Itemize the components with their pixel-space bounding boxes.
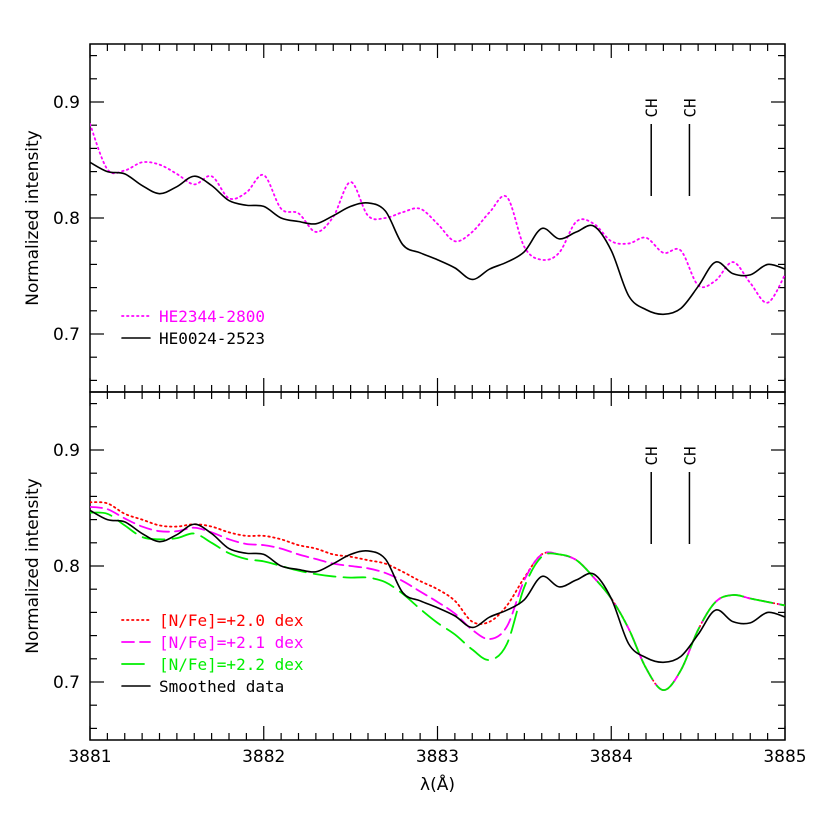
legend-label: [N/Fe]=+2.2 dex xyxy=(159,655,304,674)
x-tick-label: 3885 xyxy=(763,747,806,767)
series-line-he2344-2800 xyxy=(90,123,785,304)
legend-label: HE0024-2523 xyxy=(159,329,265,348)
y-tick-label: 0.8 xyxy=(53,557,80,577)
panel-top: 0.7 0.8 0.9 Normalized intensity CH CH HE2344-… xyxy=(23,43,786,393)
series-line--n-fe-2-1-dex xyxy=(90,505,785,692)
y-axis-label: Normalized intensity xyxy=(23,478,43,654)
legend-label: Smoothed data xyxy=(159,677,284,696)
y-axis-label: Normalized intensity xyxy=(23,130,43,306)
y-tick-label: 0.9 xyxy=(53,93,80,113)
x-axis-label: λ(Å) xyxy=(420,773,455,795)
series-line--n-fe-2-2-dex xyxy=(90,511,785,692)
series-line-he0024-2523 xyxy=(90,161,785,316)
series-group xyxy=(90,123,785,316)
x-tick-label: 3883 xyxy=(416,747,459,767)
y-tick-label: 0.8 xyxy=(53,209,80,229)
x-tick-label: 3884 xyxy=(590,747,633,767)
y-tick-label: 0.7 xyxy=(53,325,80,345)
x-tick-label: 3881 xyxy=(68,747,111,767)
y-tick-label: 0.9 xyxy=(53,441,80,461)
ch-marker-label: CH xyxy=(642,446,661,465)
series-line-smoothed-data xyxy=(90,509,785,664)
ch-marker-label: CH xyxy=(642,98,661,117)
ch-marker-label: CH xyxy=(680,446,699,465)
legend-label: [N/Fe]=+2.0 dex xyxy=(159,611,304,630)
x-tick-label: 3882 xyxy=(242,747,285,767)
series-group xyxy=(90,501,785,692)
y-tick-label: 0.7 xyxy=(53,673,80,693)
legend-label: HE2344-2800 xyxy=(159,307,265,326)
panel-bottom: 0.7 0.8 0.9 3881 3882 3883 3884 3885 Normalized … xyxy=(23,391,807,795)
ch-marker-label: CH xyxy=(680,98,699,117)
legend-label: [N/Fe]=+2.1 dex xyxy=(159,633,304,652)
